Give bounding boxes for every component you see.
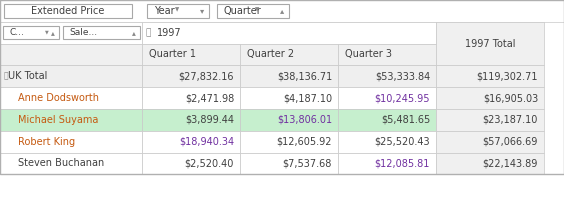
Bar — [217, 4, 289, 18]
Bar — [0, 109, 142, 131]
Bar — [436, 109, 544, 131]
Text: ▾: ▾ — [200, 6, 204, 15]
Bar — [0, 87, 142, 109]
Text: $12,085.81: $12,085.81 — [374, 159, 430, 168]
Bar — [0, 153, 142, 174]
Bar — [240, 131, 338, 153]
Text: ▼: ▼ — [45, 29, 49, 34]
Text: $5,481.65: $5,481.65 — [381, 115, 430, 125]
Bar — [3, 26, 59, 39]
Text: $4,187.10: $4,187.10 — [283, 93, 332, 103]
Text: Steven Buchanan: Steven Buchanan — [18, 159, 104, 168]
Bar — [4, 4, 132, 18]
Text: ▴: ▴ — [132, 28, 136, 37]
Bar — [0, 131, 142, 153]
Text: $22,143.89: $22,143.89 — [483, 159, 538, 168]
Text: $2,520.40: $2,520.40 — [184, 159, 234, 168]
Text: ▴: ▴ — [51, 28, 55, 37]
Bar — [0, 0, 564, 174]
Text: Year: Year — [154, 6, 175, 16]
Text: $10,245.95: $10,245.95 — [374, 93, 430, 103]
Text: Quarter 2: Quarter 2 — [247, 49, 294, 60]
Text: $23,187.10: $23,187.10 — [483, 115, 538, 125]
Bar — [142, 22, 436, 44]
Text: Michael Suyama: Michael Suyama — [18, 115, 98, 125]
Text: Quarter 3: Quarter 3 — [345, 49, 392, 60]
Text: UK Total: UK Total — [8, 71, 47, 81]
Text: $119,302.71: $119,302.71 — [477, 71, 538, 81]
Text: $53,333.84: $53,333.84 — [374, 71, 430, 81]
Text: Extended Price: Extended Price — [32, 6, 105, 16]
Text: 1997 Total: 1997 Total — [465, 39, 515, 49]
Bar — [142, 109, 240, 131]
Text: Anne Dodsworth: Anne Dodsworth — [18, 93, 99, 103]
Bar — [436, 65, 544, 87]
Bar — [436, 131, 544, 153]
Text: $57,066.69: $57,066.69 — [483, 137, 538, 147]
Bar — [338, 153, 436, 174]
Bar — [63, 26, 140, 39]
Bar — [338, 131, 436, 153]
Text: $18,940.34: $18,940.34 — [179, 137, 234, 147]
Bar — [338, 65, 436, 87]
Bar — [142, 87, 240, 109]
Text: $27,832.16: $27,832.16 — [178, 71, 234, 81]
Text: Quarter 1: Quarter 1 — [149, 49, 196, 60]
Text: $3,899.44: $3,899.44 — [185, 115, 234, 125]
Text: C...: C... — [9, 28, 24, 37]
Bar — [436, 153, 544, 174]
Text: $25,520.43: $25,520.43 — [374, 137, 430, 147]
Bar — [142, 44, 240, 65]
Bar — [0, 65, 142, 87]
Bar — [0, 22, 142, 44]
Bar — [142, 153, 240, 174]
Bar — [436, 87, 544, 109]
Bar — [240, 65, 338, 87]
Text: ⓮: ⓮ — [4, 72, 8, 81]
Text: $12,605.92: $12,605.92 — [276, 137, 332, 147]
Bar — [240, 153, 338, 174]
Text: $2,471.98: $2,471.98 — [185, 93, 234, 103]
Text: $38,136.71: $38,136.71 — [277, 71, 332, 81]
Text: ▼: ▼ — [255, 7, 259, 12]
Bar — [338, 87, 436, 109]
Text: ⓮: ⓮ — [146, 28, 151, 37]
Text: 1997: 1997 — [157, 28, 182, 38]
Bar — [147, 4, 209, 18]
Text: $7,537.68: $7,537.68 — [283, 159, 332, 168]
Bar — [0, 44, 142, 65]
Text: ▼: ▼ — [175, 7, 179, 12]
Bar — [0, 0, 564, 22]
Bar — [338, 44, 436, 65]
Bar — [436, 22, 544, 65]
Text: $13,806.01: $13,806.01 — [277, 115, 332, 125]
Bar — [338, 109, 436, 131]
Text: Quarter: Quarter — [224, 6, 262, 16]
Text: $16,905.03: $16,905.03 — [483, 93, 538, 103]
Bar — [142, 65, 240, 87]
Bar — [142, 131, 240, 153]
Bar — [240, 44, 338, 65]
Text: Robert King: Robert King — [18, 137, 75, 147]
Bar — [240, 109, 338, 131]
Text: Sale...: Sale... — [69, 28, 97, 37]
Bar — [240, 87, 338, 109]
Text: ▴: ▴ — [280, 6, 284, 15]
